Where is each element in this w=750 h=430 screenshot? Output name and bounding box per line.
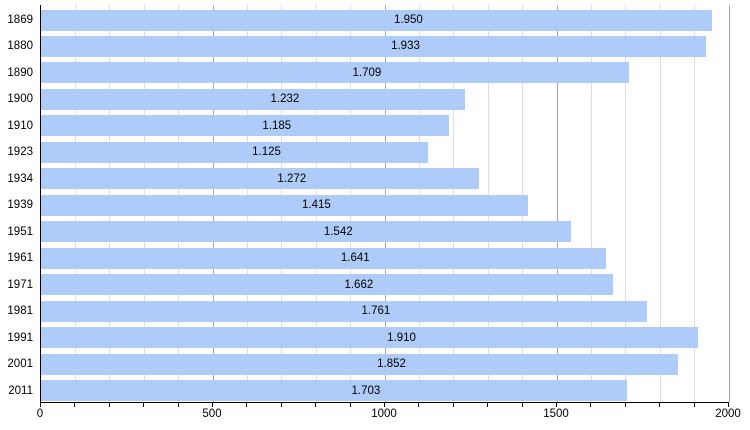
- bar-value-label: 1.125: [252, 146, 281, 159]
- x-axis-tick-label: 0: [36, 408, 44, 420]
- gridline-minor: [625, 5, 627, 402]
- x-axis-tick-mark: [212, 403, 213, 407]
- bar-value-label: 1.852: [377, 358, 406, 371]
- y-axis-label: 1961: [7, 252, 33, 265]
- bar: [41, 353, 679, 375]
- x-axis-tick-mark: [74, 403, 76, 407]
- bar: [41, 62, 629, 84]
- bar: [41, 247, 606, 269]
- y-axis-label: 1869: [7, 14, 33, 26]
- x-axis-tick-mark: [693, 403, 695, 407]
- y-axis-label: 1890: [7, 66, 33, 79]
- gridline-minor: [659, 5, 661, 402]
- x-axis-tick-mark: [349, 403, 351, 407]
- bar-value-label: 1.709: [352, 66, 382, 79]
- x-axis-tick-mark: [280, 403, 282, 407]
- bar: [41, 221, 572, 243]
- x-axis-tick-mark: [728, 403, 729, 407]
- bar: [41, 300, 647, 322]
- bar: [41, 9, 712, 31]
- y-axis-label: 1971: [7, 278, 33, 291]
- x-axis-tick-mark: [384, 403, 385, 407]
- bar: [41, 194, 528, 216]
- bar-value-label: 1.950: [394, 14, 423, 26]
- x-axis-tick-mark: [452, 403, 454, 407]
- gridline-minor: [590, 5, 592, 402]
- bar-value-label: 1.933: [391, 40, 420, 53]
- gridline-minor: [694, 5, 696, 402]
- bar-value-label: 1.910: [387, 331, 416, 344]
- y-axis-label: 1939: [7, 199, 33, 212]
- bar: [41, 35, 706, 57]
- y-axis-label: 1991: [7, 331, 33, 344]
- bar-value-label: 1.662: [344, 278, 374, 291]
- y-axis-label: 2001: [7, 358, 33, 371]
- x-axis-tick-mark: [418, 403, 420, 407]
- x-axis-tick-mark: [246, 403, 248, 407]
- x-axis-tick-mark: [556, 403, 557, 407]
- bar-value-label: 1.232: [270, 93, 300, 106]
- bar-value-label: 1.703: [351, 384, 381, 397]
- x-axis-tick-label: 1000: [371, 408, 397, 420]
- bar-value-label: 1.542: [323, 225, 353, 238]
- y-axis-label: 1923: [7, 146, 33, 159]
- bar-value-label: 1.761: [361, 305, 391, 318]
- y-axis-label: 1900: [7, 93, 33, 106]
- x-axis-tick-mark: [143, 403, 145, 407]
- y-axis-label: 1981: [7, 305, 33, 318]
- x-axis-tick-mark: [487, 403, 489, 407]
- bar: [41, 141, 428, 163]
- y-axis-label: 1880: [7, 40, 33, 53]
- bar-value-label: 1.415: [301, 199, 331, 212]
- y-axis-label: 2011: [8, 384, 33, 397]
- bar-value-label: 1.185: [262, 119, 292, 132]
- x-axis-tick-label: 500: [202, 408, 222, 420]
- x-axis-tick-mark: [108, 403, 110, 407]
- bar: [41, 168, 479, 190]
- y-axis-label: 1934: [7, 172, 33, 185]
- bar-value-label: 1.641: [340, 252, 370, 265]
- x-axis-tick-mark: [177, 403, 179, 407]
- gridline-major: [556, 5, 558, 402]
- x-axis-tick-mark: [624, 403, 626, 407]
- x-axis-tick-mark: [659, 403, 661, 407]
- x-axis-tick-mark: [315, 403, 317, 407]
- y-axis-label: 1910: [7, 119, 33, 132]
- x-axis-tick-label: 1500: [543, 408, 569, 420]
- plot-area: 1.950 1.933 1.709 1.232 1.185 1.125 1.272 1.415…: [40, 5, 730, 403]
- bar: [41, 115, 449, 137]
- gridline-major: [728, 5, 730, 402]
- x-axis-tick-mark: [521, 403, 523, 407]
- y-axis-label: 1951: [7, 225, 33, 238]
- bar: [41, 88, 465, 110]
- x-axis-tick-label: 2000: [715, 408, 741, 420]
- bar: [41, 274, 613, 296]
- bar-value-label: 1.272: [277, 172, 307, 185]
- x-axis-tick-mark: [590, 403, 592, 407]
- bar: [41, 380, 627, 402]
- bar: [41, 327, 699, 349]
- x-axis-tick-mark: [40, 403, 41, 407]
